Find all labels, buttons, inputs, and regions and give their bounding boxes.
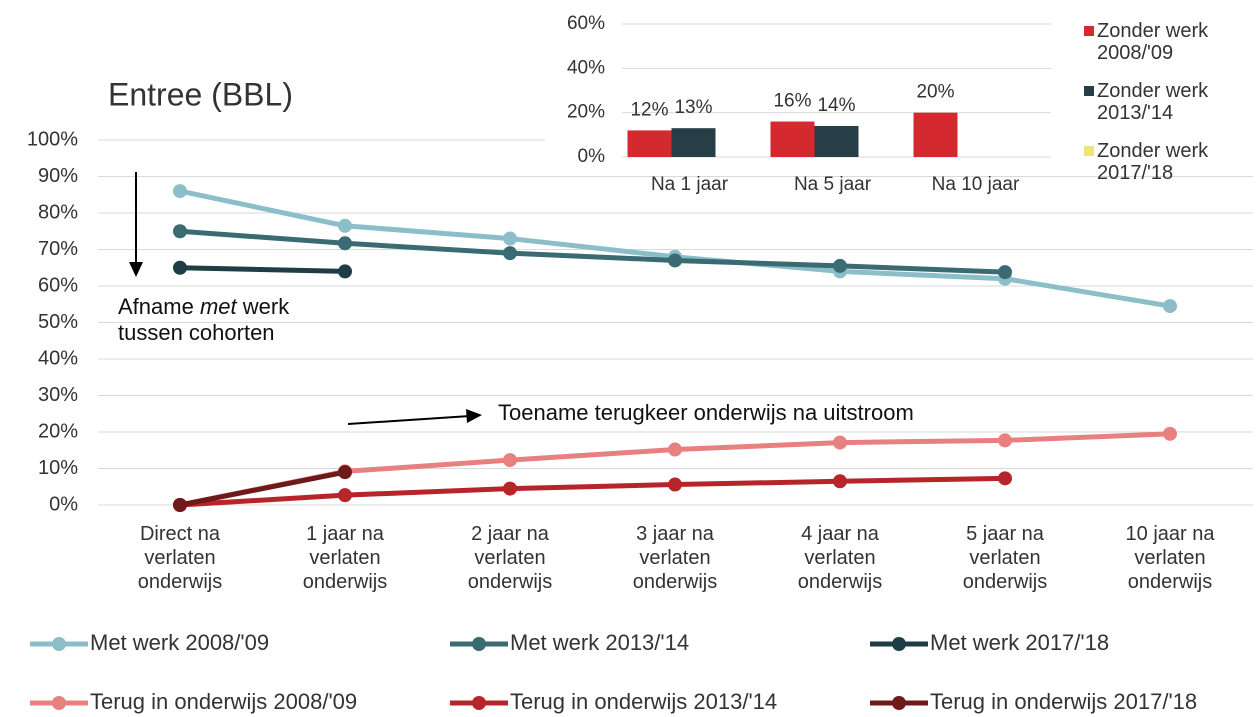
annotation: Toename terugkeer onderwijs na uitstroom (498, 400, 914, 425)
data-label: 13% (674, 97, 712, 118)
x-tick-label: Na 10 jaar (932, 174, 1020, 195)
legend-swatch (892, 637, 906, 651)
annotation: Afname met werk tussen cohorten (118, 294, 289, 346)
x-tick-label: Na 1 jaar (651, 174, 729, 195)
data-point (1163, 426, 1177, 441)
annotation-text: met (199, 294, 237, 319)
y-tick-label: 60% (567, 13, 605, 34)
data-point (668, 442, 682, 457)
legend-label: Zonder werk 2013/'14 (1097, 80, 1209, 124)
legend-swatch (472, 696, 486, 710)
data-point (833, 258, 847, 273)
data-point (668, 253, 682, 268)
x-tick-label: 2 jaar na verlaten onderwijs (467, 523, 553, 593)
legend-label: Met werk 2008/'09 (90, 630, 269, 655)
data-point (998, 471, 1012, 486)
series-line (179, 265, 346, 274)
legend-swatch (52, 696, 66, 710)
annotation-text: tussen cohorten (118, 320, 275, 345)
legend-label: Terug in onderwijs 2008/'09 (90, 689, 357, 714)
legend-label: Met werk 2017/'18 (930, 630, 1109, 655)
legend-swatch (892, 696, 906, 710)
data-point (338, 465, 352, 480)
data-point (338, 264, 352, 279)
x-tick-label: 5 jaar na verlaten onderwijs (962, 523, 1048, 593)
legend-swatch (52, 637, 66, 651)
data-point (338, 236, 352, 251)
data-point (338, 488, 352, 503)
data-label: 20% (916, 82, 954, 103)
arrow-head (129, 262, 143, 277)
y-tick-label: 90% (38, 165, 78, 187)
legend-swatch (1084, 86, 1094, 96)
legend-label: Zonder werk 2017/'18 (1097, 140, 1209, 184)
data-point (173, 184, 187, 199)
y-tick-label: 30% (38, 384, 78, 406)
x-tick-label: 4 jaar na verlaten onderwijs (797, 523, 883, 593)
bar (627, 130, 672, 157)
bar (814, 125, 859, 157)
data-point (668, 477, 682, 492)
y-tick-label: 40% (38, 347, 78, 369)
bar (913, 112, 958, 157)
data-point (173, 224, 187, 239)
data-point (173, 260, 187, 275)
y-tick-label: 60% (38, 274, 78, 296)
data-point (833, 435, 847, 450)
legend-label: Zonder werk 2008/'09 (1097, 20, 1209, 64)
legend-label: Terug in onderwijs 2017/'18 (930, 689, 1197, 714)
bar (770, 121, 815, 157)
x-tick-label: 10 jaar na verlaten onderwijs (1125, 523, 1215, 593)
chart-title: Entree (BBL) (108, 76, 293, 112)
y-tick-label: 40% (567, 57, 605, 78)
series-line (179, 228, 1006, 275)
data-point (833, 474, 847, 489)
y-tick-label: 70% (38, 238, 78, 260)
legend-swatch (472, 637, 486, 651)
data-point (1163, 299, 1177, 314)
x-tick-label: Na 5 jaar (794, 174, 872, 195)
y-tick-label: 100% (27, 128, 78, 150)
y-tick-label: 80% (38, 201, 78, 223)
legend-swatch (1084, 146, 1094, 156)
legend-swatch (1084, 26, 1094, 36)
y-tick-label: 0% (578, 146, 606, 167)
data-label: 14% (817, 95, 855, 116)
data-label: 16% (773, 91, 811, 112)
data-point (998, 265, 1012, 280)
y-tick-label: 0% (49, 493, 78, 515)
y-tick-label: 50% (38, 311, 78, 333)
data-point (503, 481, 517, 496)
y-tick-label: 20% (567, 102, 605, 123)
legend-label: Terug in onderwijs 2013/'14 (510, 689, 777, 714)
x-tick-label: Direct na verlaten onderwijs (137, 523, 223, 593)
series-line (179, 188, 1171, 309)
data-point (998, 433, 1012, 448)
series-line (179, 475, 1006, 508)
arrow (347, 415, 471, 425)
data-point (173, 498, 187, 512)
y-tick-label: 10% (38, 457, 78, 479)
data-point (338, 218, 352, 233)
data-point (503, 453, 517, 468)
annotation-text: Afname (118, 294, 194, 319)
series-line (179, 469, 346, 508)
arrow-head (466, 409, 482, 423)
y-tick-label: 20% (38, 420, 78, 442)
bar (671, 128, 716, 157)
annotation-text: werk (242, 294, 290, 319)
x-tick-label: 1 jaar na verlaten onderwijs (302, 523, 388, 593)
data-point (503, 231, 517, 246)
legend-label: Met werk 2013/'14 (510, 630, 689, 655)
data-label: 12% (630, 99, 668, 120)
data-point (503, 246, 517, 261)
x-tick-label: 3 jaar na verlaten onderwijs (632, 523, 718, 593)
